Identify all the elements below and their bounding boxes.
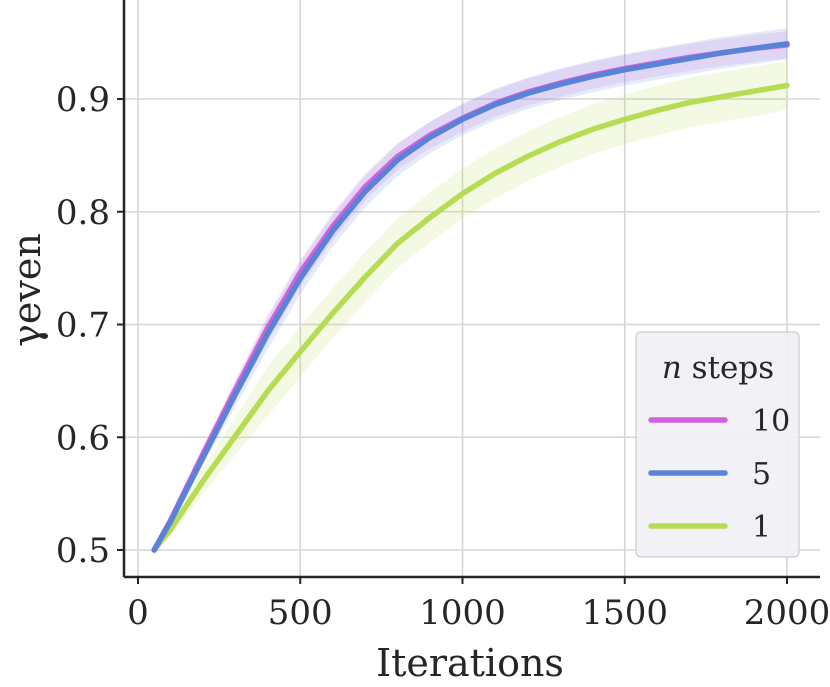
y-tick-label: 0.7 (56, 306, 110, 346)
y-tick-label: 0.6 (56, 418, 110, 458)
x-tick-label: 500 (268, 593, 333, 633)
legend-title-rest: steps (682, 350, 774, 386)
x-tick-labels: 0 500 1000 1500 2000 (127, 593, 830, 633)
y-tick-label: 0.9 (56, 80, 110, 120)
x-tick-label: 1000 (419, 593, 506, 633)
y-tick-label: 0.8 (56, 193, 110, 233)
y-axis-label: γeven (5, 233, 49, 347)
series-line-5 (151, 41, 790, 553)
axes (117, 0, 820, 584)
band-1 (154, 60, 787, 550)
legend-label-1: 1 (752, 510, 771, 545)
legend: n steps 10 5 1 (635, 331, 800, 558)
legend-label-10: 10 (752, 404, 790, 439)
y-tick-label: 0.5 (56, 531, 110, 571)
legend-title-var: n (662, 350, 682, 386)
legend-label-5: 5 (752, 457, 771, 492)
series-lines (151, 41, 790, 553)
y-tick-labels: 0.5 0.6 0.7 0.8 0.9 (56, 80, 110, 571)
x-tick-label: 1500 (581, 593, 668, 633)
x-tick-label: 0 (127, 593, 149, 633)
x-axis-label: Iterations (376, 641, 564, 685)
x-tick-label: 2000 (744, 593, 830, 633)
legend-title: n steps (662, 350, 774, 386)
legend-items: 10 5 1 (648, 404, 790, 545)
legend-box (635, 331, 800, 558)
series-line-1 (151, 82, 790, 553)
confidence-bands (154, 28, 787, 550)
